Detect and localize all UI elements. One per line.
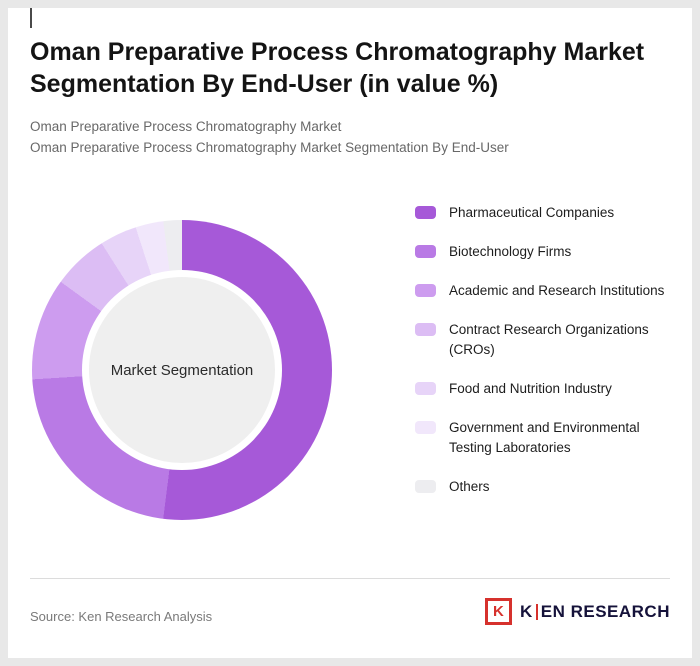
donut-hole-inner: Market Segmentation bbox=[89, 277, 275, 463]
subtitle-line-2: Oman Preparative Process Chromatography … bbox=[30, 140, 509, 155]
donut-chart: Market Segmentation bbox=[32, 220, 332, 520]
legend-item: Pharmaceutical Companies bbox=[415, 203, 670, 223]
legend-label: Pharmaceutical Companies bbox=[449, 205, 615, 220]
legend-swatch bbox=[415, 421, 436, 434]
legend-item: Biotechnology Firms bbox=[415, 242, 670, 262]
legend-swatch bbox=[415, 323, 436, 336]
legend-item: Others bbox=[415, 477, 670, 497]
report-card: Oman Preparative Process Chromatography … bbox=[8, 8, 692, 658]
logo-text-first: K bbox=[519, 601, 533, 621]
donut-center-label: Market Segmentation bbox=[110, 361, 254, 379]
legend-label: Government and Environmental Testing Lab… bbox=[449, 420, 640, 455]
legend-swatch bbox=[415, 480, 436, 493]
logo-text: K EN RESEARCH bbox=[520, 602, 670, 622]
legend-label: Food and Nutrition Industry bbox=[449, 381, 612, 396]
page-title: Oman Preparative Process Chromatography … bbox=[30, 38, 645, 98]
legend-label: Contract Research Organizations (CROs) bbox=[449, 322, 649, 357]
subtitle-line-1: Oman Preparative Process Chromatography … bbox=[30, 119, 342, 134]
top-accent-line bbox=[30, 8, 32, 28]
legend-swatch bbox=[415, 284, 436, 297]
legend-label: Others bbox=[449, 479, 490, 494]
legend: Pharmaceutical Companies Biotechnology Fi… bbox=[415, 203, 670, 497]
legend-swatch bbox=[415, 382, 436, 395]
logo-separator-bar bbox=[535, 603, 538, 620]
source-text: Source: Ken Research Analysis bbox=[30, 609, 213, 624]
legend-label: Biotechnology Firms bbox=[449, 244, 572, 259]
legend-item: Contract Research Organizations (CROs) bbox=[415, 320, 670, 360]
ken-research-logo: K K EN RESEARCH bbox=[484, 598, 670, 625]
legend-swatch bbox=[415, 245, 436, 258]
legend-item: Government and Environmental Testing Lab… bbox=[415, 418, 670, 458]
footer-divider bbox=[30, 578, 670, 579]
legend-label: Academic and Research Institutions bbox=[449, 283, 665, 298]
logo-text-rest: EN RESEARCH bbox=[540, 601, 670, 621]
legend-item: Food and Nutrition Industry bbox=[415, 379, 670, 399]
legend-item: Academic and Research Institutions bbox=[415, 281, 670, 301]
subtitle-block: Oman Preparative Process Chromatography … bbox=[30, 116, 660, 158]
legend-swatch bbox=[415, 206, 436, 219]
logo-mark-icon: K bbox=[484, 598, 512, 625]
